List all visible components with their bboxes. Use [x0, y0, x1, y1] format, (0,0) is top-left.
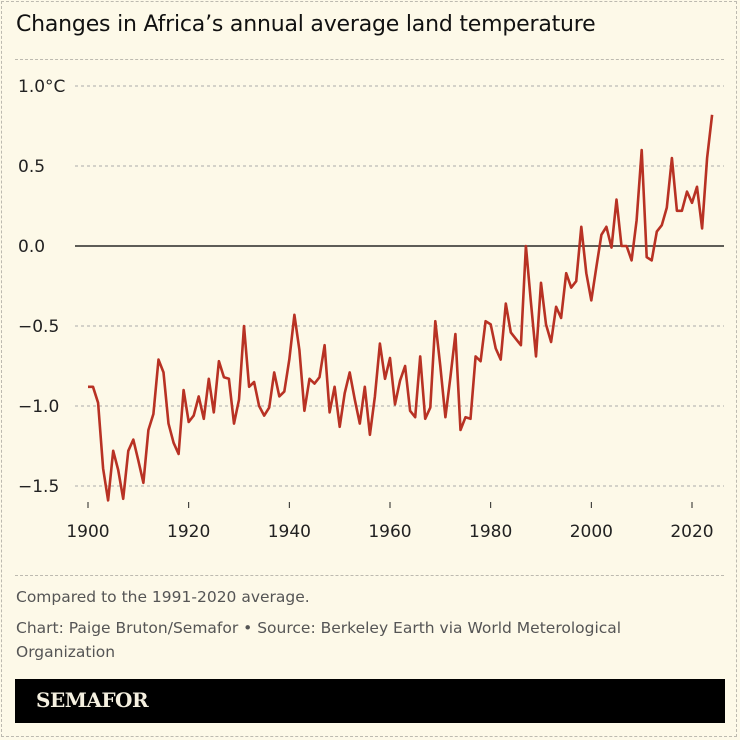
temperature-line: [88, 114, 714, 502]
y-tick-label: 0.0: [18, 237, 45, 257]
x-tick-label: 1900: [66, 522, 109, 542]
y-tick-label: −1.0: [18, 397, 59, 417]
comparison-note: Compared to the 1991-2020 average.: [16, 588, 310, 606]
chart-title: Changes in Africa’s annual average land …: [16, 12, 596, 37]
title-divider: [15, 59, 724, 60]
brand-bar: SEMAFOR: [15, 679, 725, 723]
y-tick-label: 0.5: [18, 157, 45, 177]
line-chart: 1.0°C 0.5 0.0 −0.5 −1.0 −1.5 1900 1920 1940 1960…: [18, 77, 724, 542]
x-tick-label: 1960: [368, 522, 411, 542]
semafor-logo: SEMAFOR: [36, 688, 149, 712]
y-tick-label: −1.5: [18, 477, 59, 497]
x-tick-label: 2020: [670, 522, 713, 542]
footer-divider: [15, 575, 724, 576]
x-tick-label: 1920: [167, 522, 210, 542]
source-credit: Chart: Paige Bruton/Semafor • Source: Be…: [16, 619, 622, 661]
y-tick-label: 1.0°C: [18, 77, 65, 97]
x-tick-label: 1980: [469, 522, 512, 542]
x-tick-label: 1940: [268, 522, 311, 542]
y-tick-label: −0.5: [18, 317, 59, 337]
x-tick-label: 2000: [570, 522, 613, 542]
